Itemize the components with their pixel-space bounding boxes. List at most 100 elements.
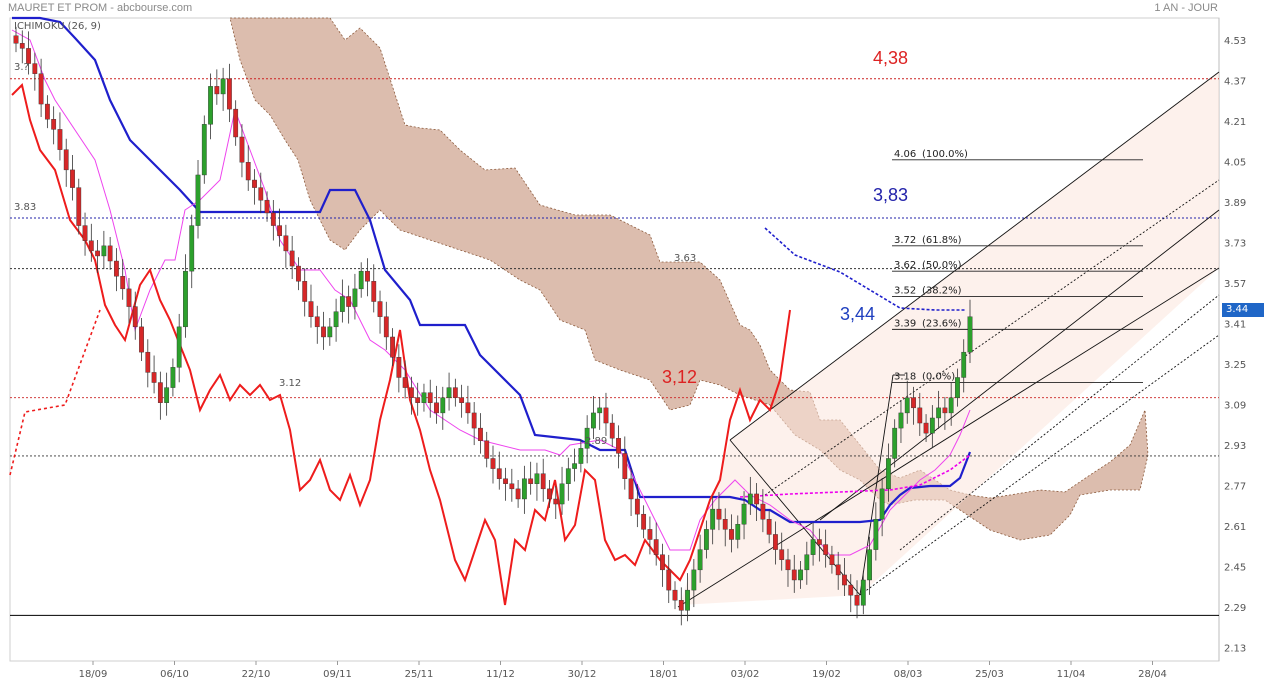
- candle-body: [559, 483, 565, 505]
- candle-body: [63, 149, 69, 171]
- candle-body: [496, 468, 502, 479]
- candle-body: [572, 463, 577, 469]
- candle-body: [929, 417, 935, 434]
- candle-body: [390, 336, 395, 358]
- candle-body: [584, 427, 590, 449]
- candle-body: [936, 407, 942, 419]
- candle-body: [327, 326, 333, 338]
- candle-body: [565, 468, 571, 484]
- candle-body: [515, 488, 521, 500]
- candle-body: [616, 438, 621, 454]
- candle-body: [377, 301, 383, 317]
- candle-body: [164, 387, 170, 403]
- candle-body: [798, 569, 803, 581]
- candle-body: [13, 35, 19, 44]
- candles: [13, 26, 973, 626]
- candle-body: [358, 270, 364, 290]
- candle-body: [697, 549, 703, 571]
- level-label-3-12: 3,12: [662, 367, 697, 387]
- candle-body: [44, 103, 50, 120]
- candle-body: [484, 440, 490, 459]
- candle-body: [270, 212, 276, 226]
- candle-body: [785, 559, 791, 571]
- candle-body: [277, 225, 283, 236]
- candle-body: [791, 569, 797, 581]
- y-tick-label: 3.73: [1224, 238, 1246, 249]
- candle-body: [873, 519, 879, 550]
- candle-body: [409, 387, 414, 398]
- candle-body: [314, 316, 320, 328]
- candle-body: [365, 270, 370, 282]
- candle-body: [760, 503, 766, 520]
- candle-body: [961, 351, 967, 378]
- candle-body: [258, 187, 264, 201]
- candle-body: [540, 473, 546, 490]
- candle-body: [842, 574, 847, 586]
- candle-body: [415, 397, 421, 403]
- pitchfork-channel: [680, 72, 1219, 605]
- candle-body: [339, 296, 345, 312]
- candle-body: [660, 554, 665, 571]
- x-tick-label: 18/09: [79, 669, 108, 680]
- kijun-sen-line: [12, 16, 972, 524]
- tenkan-extension-dotted: [739, 454, 971, 498]
- candle-body: [854, 594, 860, 606]
- candle-body: [860, 579, 866, 606]
- period-label: 1 AN - JOUR: [1154, 2, 1218, 14]
- candle-body: [26, 48, 31, 64]
- candle-body: [766, 519, 772, 535]
- y-tick-label: 2.29: [1224, 603, 1246, 614]
- candle-body: [440, 397, 446, 414]
- x-tick-label: 06/10: [160, 669, 189, 680]
- candle-body: [835, 564, 841, 576]
- candle-body: [773, 534, 778, 550]
- candle-body: [578, 448, 584, 464]
- candle-body: [848, 584, 854, 596]
- candle-body: [126, 288, 132, 307]
- candle-body: [503, 478, 508, 484]
- candle-body: [120, 276, 126, 290]
- candle-body: [176, 326, 182, 368]
- candle-body: [509, 483, 515, 490]
- candle-body: [553, 498, 559, 505]
- candle-body: [829, 554, 835, 566]
- candle-body: [603, 407, 609, 424]
- x-tick-label: 19/02: [812, 669, 841, 680]
- candle-body: [296, 265, 301, 282]
- level-label-4-38: 4,38: [873, 48, 908, 68]
- candle-body: [917, 407, 923, 424]
- candle-body: [114, 260, 119, 277]
- candle-body: [233, 108, 239, 138]
- x-tick-label: 11/12: [486, 669, 515, 680]
- candle-body: [157, 382, 163, 403]
- candle-body: [911, 397, 916, 409]
- y-tick-label: 4.37: [1224, 76, 1246, 87]
- candle-body: [132, 306, 138, 328]
- candle-body: [183, 270, 188, 328]
- candle-body: [816, 539, 822, 545]
- candle-body: [886, 458, 891, 490]
- candle-body: [107, 245, 113, 262]
- y-tick-label: 3.09: [1224, 400, 1246, 411]
- candle-body: [208, 86, 213, 125]
- candle-body: [151, 372, 157, 383]
- candle-body: [597, 407, 603, 414]
- candle-body: [252, 179, 257, 188]
- candle-body: [471, 412, 477, 429]
- fib-level-value: 3.52: [894, 285, 916, 296]
- fib-level-value: 3.39: [894, 318, 916, 329]
- candle-body: [955, 377, 960, 398]
- candle-body: [19, 43, 25, 49]
- y-tick-label: 3.25: [1224, 360, 1246, 371]
- candle-body: [823, 544, 829, 555]
- candle-body: [628, 478, 634, 500]
- candle-body: [95, 250, 100, 257]
- candle-body: [722, 519, 728, 530]
- candle-body: [534, 473, 540, 484]
- x-tick-label: 28/04: [1138, 669, 1167, 680]
- candle-body: [452, 387, 458, 398]
- y-tick-label: 4.21: [1224, 117, 1246, 128]
- candle-body: [446, 387, 452, 398]
- x-tick-label: 03/02: [731, 669, 760, 680]
- candle-body: [352, 288, 358, 307]
